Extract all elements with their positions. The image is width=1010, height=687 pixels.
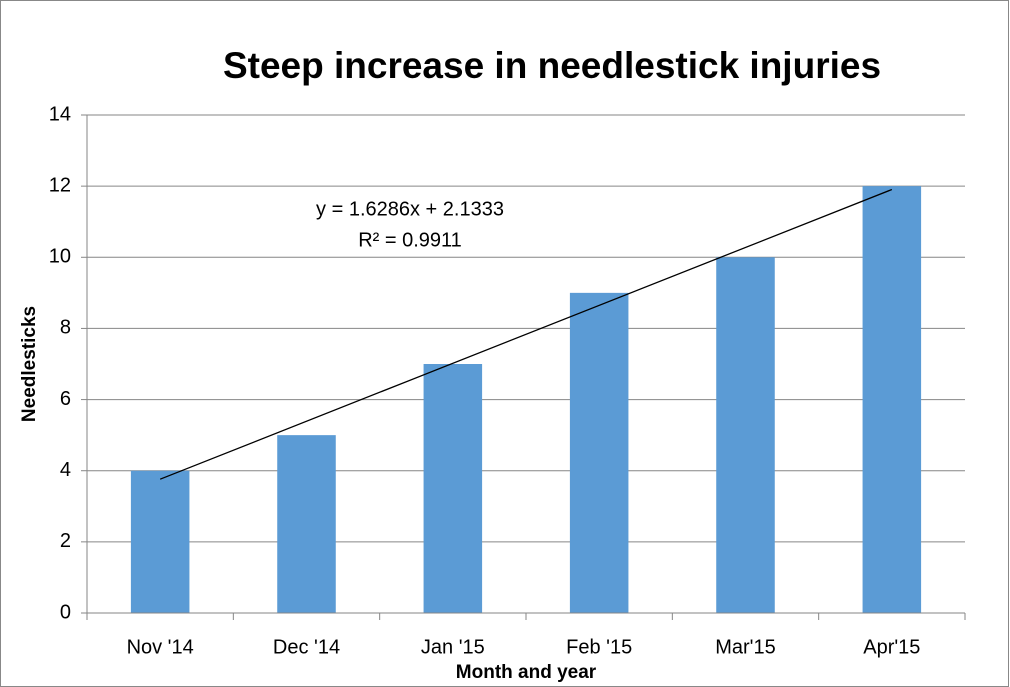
bar xyxy=(569,292,629,613)
bar xyxy=(423,364,483,613)
bar xyxy=(277,435,336,613)
x-tick-label: Nov '14 xyxy=(127,636,194,658)
y-tick-label: 8 xyxy=(60,317,71,339)
y-tick-label: 10 xyxy=(49,246,71,268)
trendline-equation: y = 1.6286x + 2.1333 xyxy=(316,198,504,220)
y-tick-label: 4 xyxy=(60,459,71,481)
x-tick-label: Apr'15 xyxy=(863,636,920,658)
x-tick-label: Dec '14 xyxy=(273,636,340,658)
y-tick-label: 14 xyxy=(49,103,71,125)
trendline-r-squared: R² = 0.9911 xyxy=(358,229,462,251)
x-axis-label: Month and year xyxy=(456,662,597,683)
bar xyxy=(716,257,775,613)
x-tick-label: Mar'15 xyxy=(715,636,776,658)
bar xyxy=(130,470,190,613)
y-tick-label: 0 xyxy=(60,601,71,623)
x-tick-label: Feb '15 xyxy=(566,636,632,658)
y-tick-label: 2 xyxy=(60,530,71,552)
chart-title: Steep increase in needlestick injuries xyxy=(223,45,881,86)
y-tick-label: 12 xyxy=(49,174,71,196)
x-tick-label: Jan '15 xyxy=(421,636,485,658)
bar xyxy=(862,186,922,613)
y-tick-label: 6 xyxy=(60,388,71,410)
trendline xyxy=(159,188,893,480)
y-axis-label: Needlesticks xyxy=(19,306,40,422)
